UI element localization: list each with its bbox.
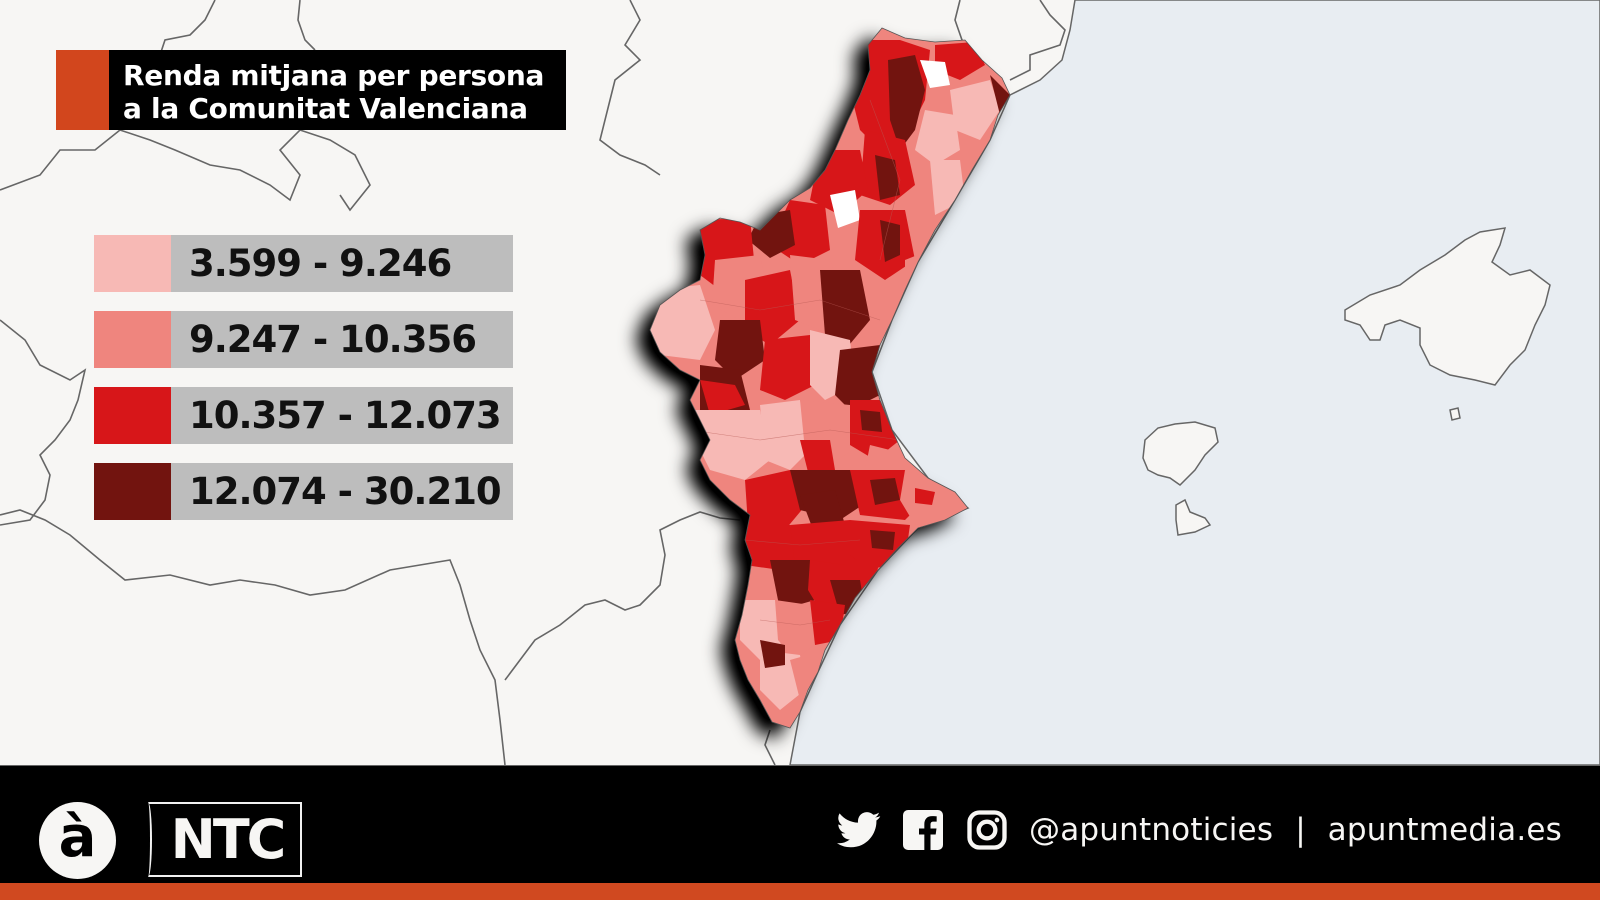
legend-item: 12.074 - 30.210 <box>94 463 513 520</box>
social-handle[interactable]: @apuntnoticies <box>1029 812 1274 848</box>
legend-swatch <box>94 387 171 444</box>
facebook-icon[interactable] <box>901 808 945 852</box>
legend-item: 10.357 - 12.073 <box>94 387 513 444</box>
map-title: Renda mitjana per persona a la Comunitat… <box>56 50 567 130</box>
title-line-1: Renda mitjana per persona <box>123 59 545 92</box>
legend-label: 10.357 - 12.073 <box>189 394 502 437</box>
social-links: @apuntnoticies | apuntmedia.es <box>837 806 1562 854</box>
legend-label: 3.599 - 9.246 <box>189 242 452 285</box>
legend-label: 12.074 - 30.210 <box>189 470 502 513</box>
sea-area <box>789 0 1600 765</box>
title-line-2: a la Comunitat Valenciana <box>123 92 528 125</box>
footer-bar: à NTC @apuntnoticies | apuntmedia.es <box>0 765 1600 884</box>
legend-swatch <box>94 235 171 292</box>
separator: | <box>1295 812 1306 848</box>
choropleth-map <box>0 0 1600 765</box>
ntc-logo-text: NTC <box>170 808 287 871</box>
instagram-icon[interactable] <box>965 808 1009 852</box>
legend-label: 9.247 - 10.356 <box>189 318 477 361</box>
footer-accent-stripe <box>0 883 1600 900</box>
legend-item: 9.247 - 10.356 <box>94 311 513 368</box>
map-legend: 3.599 - 9.246 9.247 - 10.356 10.357 - 12… <box>94 235 513 539</box>
apunt-logo-letter: à <box>58 805 97 870</box>
legend-swatch <box>94 463 171 520</box>
ntc-logo: NTC <box>142 802 302 877</box>
legend-item: 3.599 - 9.246 <box>94 235 513 292</box>
apunt-logo: à <box>39 802 116 879</box>
twitter-icon[interactable] <box>837 808 881 852</box>
title-accent-bar <box>56 50 109 130</box>
website-link[interactable]: apuntmedia.es <box>1327 812 1562 848</box>
legend-swatch <box>94 311 171 368</box>
title-box: Renda mitjana per persona a la Comunitat… <box>109 50 567 130</box>
balearic-islands <box>1142 227 1551 536</box>
